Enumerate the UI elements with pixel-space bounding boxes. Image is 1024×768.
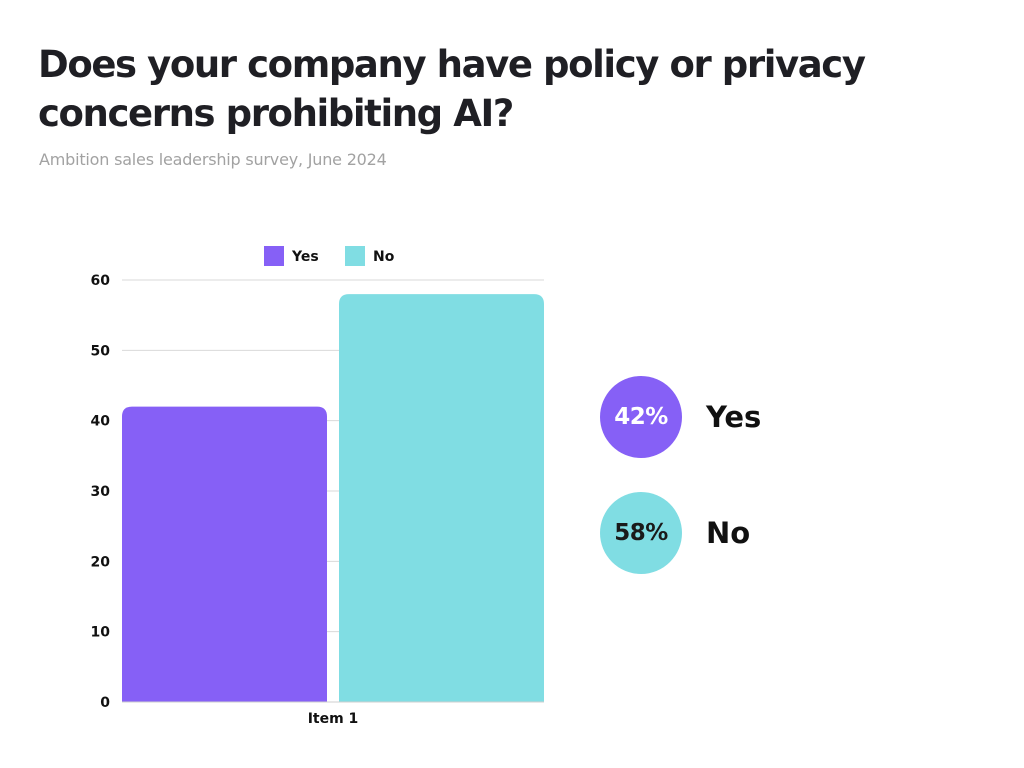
- y-tick-label: 20: [91, 554, 111, 570]
- chart-title: Does your company have policy or privacy…: [38, 43, 866, 135]
- legend-label-yes: Yes: [291, 249, 319, 265]
- bars: [122, 294, 544, 702]
- legend-label-no: No: [373, 249, 395, 265]
- yes-percent-circle: 42%: [600, 376, 682, 458]
- legend: Yes No: [264, 246, 395, 266]
- summary-no: 58% No: [600, 492, 880, 574]
- y-tick-label: 0: [100, 695, 110, 711]
- y-tick-label: 10: [91, 625, 111, 641]
- no-summary-label: No: [706, 516, 751, 550]
- chart-subtitle: Ambition sales leadership survey, June 2…: [39, 150, 387, 169]
- yes-summary-label: Yes: [706, 400, 762, 434]
- legend-swatch-no: [345, 246, 365, 266]
- bar-yes: [122, 406, 327, 702]
- y-tick-label: 50: [91, 343, 111, 359]
- bar-no: [339, 294, 544, 702]
- y-tick-label: 30: [91, 484, 111, 500]
- no-percent-circle: 58%: [600, 492, 682, 574]
- x-tick-label: Item 1: [308, 711, 359, 727]
- legend-swatch-yes: [264, 246, 284, 266]
- summary-yes: 42% Yes: [600, 376, 880, 458]
- y-tick-label: 60: [91, 273, 111, 289]
- axes: 0 10 20 30 40 50 60 Item 1: [91, 273, 544, 727]
- y-tick-label: 40: [91, 414, 111, 430]
